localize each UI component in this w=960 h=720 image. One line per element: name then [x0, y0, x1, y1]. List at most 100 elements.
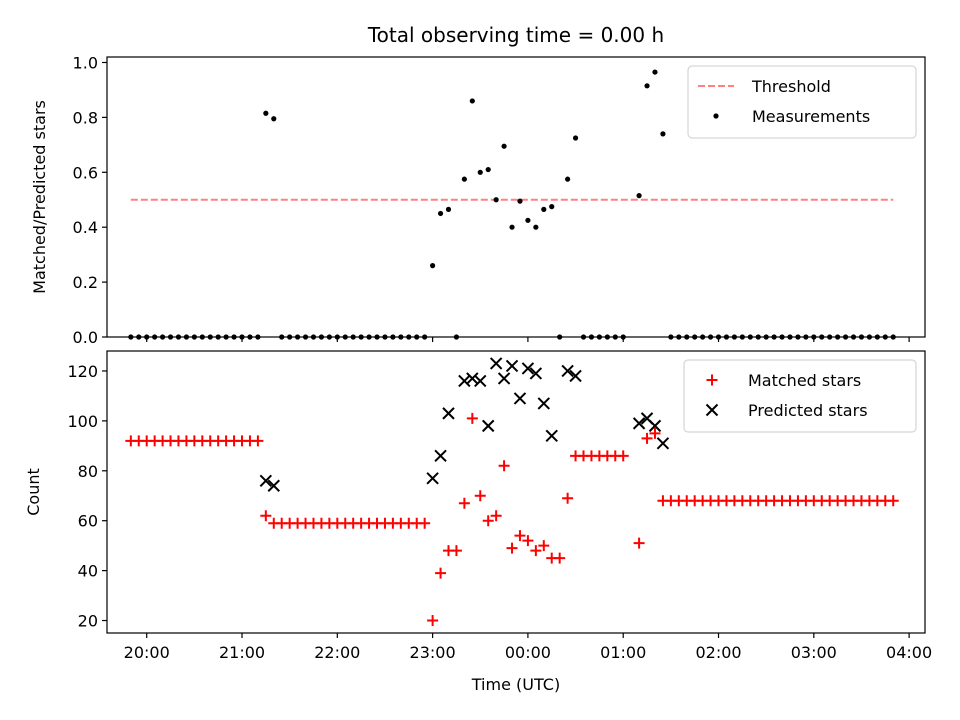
data-point	[565, 176, 571, 182]
data-point	[183, 334, 190, 340]
data-point	[874, 334, 880, 340]
data-point	[334, 334, 340, 340]
data-point	[382, 334, 388, 340]
data-point	[295, 334, 301, 340]
x-marker	[648, 419, 662, 433]
plus-marker	[562, 492, 574, 504]
data-point	[477, 169, 483, 175]
top-y-tick-label: 1.0	[73, 53, 98, 72]
data-point	[882, 334, 888, 340]
data-point	[700, 334, 706, 340]
data-point	[167, 334, 174, 340]
data-point	[771, 334, 777, 340]
x-marker	[537, 397, 551, 410]
x-marker	[569, 369, 582, 383]
x-marker	[434, 449, 447, 463]
x-marker	[259, 474, 273, 487]
top-y-tick-label: 0.4	[73, 218, 98, 237]
bottom-y-tick-label: 100	[67, 412, 98, 431]
top-y-tick-label: 0.2	[73, 273, 98, 292]
data-point	[414, 334, 420, 340]
x-marker	[513, 392, 527, 405]
data-point	[715, 334, 722, 340]
x-marker	[497, 372, 511, 385]
x-marker	[545, 429, 558, 443]
data-point	[660, 131, 666, 137]
data-point	[588, 334, 595, 340]
x-marker	[442, 407, 455, 420]
data-point	[723, 334, 730, 340]
data-point	[159, 334, 166, 340]
data-point	[207, 334, 213, 340]
x-marker	[529, 367, 543, 380]
data-point	[747, 334, 753, 340]
data-point	[652, 69, 658, 75]
data-point	[255, 334, 261, 340]
data-point	[485, 166, 491, 173]
plus-marker	[633, 537, 645, 549]
legend-box	[683, 359, 917, 433]
data-point	[223, 334, 229, 340]
plus-marker	[530, 545, 542, 557]
x-marker	[632, 417, 646, 430]
plus-marker	[522, 535, 534, 547]
bottom-y-tick-label: 80	[78, 462, 98, 481]
top-y-tick-label: 0.8	[73, 108, 98, 127]
bottom-y-tick-label: 120	[67, 362, 98, 381]
plus-marker	[641, 432, 653, 444]
plus-marker	[458, 497, 470, 509]
x-marker	[267, 479, 280, 492]
plus-marker	[506, 542, 518, 554]
top-y-tick-label: 0.0	[73, 328, 98, 347]
plus-marker	[252, 435, 264, 447]
top-legend: Threshold Measurements	[687, 65, 917, 139]
data-point	[366, 334, 372, 340]
data-point	[231, 334, 237, 340]
data-point	[858, 334, 865, 340]
x-marker	[466, 372, 479, 385]
top-plot-area: 0.0 0.2 0.4 0.6 0.8 1.0 Matched/Predicted star…	[30, 53, 926, 347]
x-marker	[521, 362, 535, 375]
x-marker	[656, 437, 670, 450]
x-marker	[481, 419, 495, 433]
data-point	[517, 198, 523, 204]
data-point	[310, 334, 317, 340]
bottom-plot-area: 20 40 60 80 100 120 20:00 21:00 22:00 23:00 00:00 0…	[24, 350, 932, 694]
plus-marker	[466, 412, 478, 424]
bottom-x-tick-label: 23:00	[410, 643, 456, 662]
data-point	[374, 334, 380, 340]
bottom-legend: Matched stars Predicted stars	[683, 359, 917, 433]
bottom-x-axis-label: Time (UTC)	[471, 675, 560, 694]
data-point	[398, 334, 404, 340]
x-marker	[561, 364, 574, 378]
data-point	[739, 334, 745, 340]
data-point	[644, 83, 650, 89]
data-point	[763, 334, 769, 340]
data-point	[525, 217, 531, 223]
data-point	[866, 334, 873, 340]
data-point	[287, 334, 293, 340]
bottom-x-tick-label: 04:00	[886, 643, 932, 662]
top-y-tick-label: 0.6	[73, 163, 98, 182]
data-point	[263, 110, 269, 116]
data-point	[668, 334, 674, 340]
data-point	[533, 224, 539, 230]
data-point	[842, 334, 849, 340]
data-point	[557, 334, 563, 340]
top-y-axis-label: Matched/Predicted stars	[30, 100, 49, 294]
top-axes-frame	[106, 56, 926, 338]
data-point	[239, 334, 245, 340]
plus-marker	[260, 510, 272, 522]
data-point	[850, 334, 857, 340]
data-point	[302, 334, 309, 340]
plus-marker	[887, 495, 899, 507]
data-point	[827, 334, 833, 340]
legend-label: Measurements	[752, 107, 870, 126]
data-point	[731, 334, 737, 340]
data-point	[128, 334, 134, 340]
data-point	[811, 334, 817, 340]
legend-box	[687, 65, 917, 139]
data-point	[326, 334, 332, 340]
data-point	[580, 334, 587, 340]
data-point	[247, 334, 253, 340]
